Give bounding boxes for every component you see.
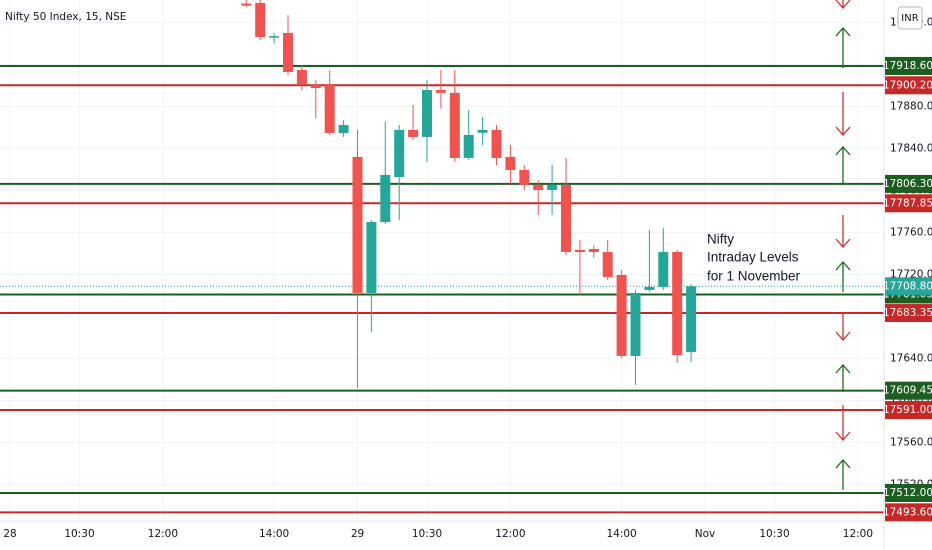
y-tick-label: 17640.00 <box>890 353 932 365</box>
candle-body <box>547 184 558 190</box>
up-arrow <box>835 27 851 68</box>
level-label: 17900.20 <box>883 79 932 91</box>
candle-body <box>616 274 627 356</box>
level-label-box <box>885 76 932 95</box>
currency[interactable]: INR <box>901 13 918 24</box>
last-price-label: 17708.80 <box>883 280 932 292</box>
annotation: Nifty <box>707 232 734 247</box>
candle-body <box>394 129 405 177</box>
candle-body <box>338 124 349 133</box>
down-arrow <box>835 215 851 248</box>
candle-body <box>686 286 697 352</box>
candle-body <box>269 36 280 38</box>
down-arrow <box>835 405 851 441</box>
x-tick-label: 12:00 <box>495 528 525 540</box>
candle-body <box>561 184 571 252</box>
down-arrow <box>835 0 851 9</box>
candle-body <box>533 184 544 190</box>
currency-box[interactable] <box>897 6 923 30</box>
x-tick-label: 28 <box>3 528 16 540</box>
down-arrow <box>835 312 851 341</box>
candle-body <box>435 90 446 93</box>
level-label: 17512.00 <box>883 487 932 499</box>
last-price-box <box>885 277 932 296</box>
level-label: 17591.00 <box>883 404 932 416</box>
level-label: 17787.85 <box>883 197 932 209</box>
candle-body <box>672 251 683 355</box>
x-tick-label: 10:30 <box>64 528 94 540</box>
x-tick-label: 14:00 <box>606 528 636 540</box>
candle-body <box>241 3 252 6</box>
candle-body <box>491 129 502 158</box>
level-label-box <box>885 194 932 213</box>
level-label-box <box>885 484 932 503</box>
y-tick-label: 17880.00 <box>890 100 932 112</box>
price-axis: 17520.0017560.0017600.0017640.0017680.00… <box>883 16 932 522</box>
level-label: 17683.35 <box>883 307 932 319</box>
candle-body <box>630 292 641 356</box>
candle-body <box>352 156 363 293</box>
candle-body <box>505 156 516 170</box>
x-tick-label: 29 <box>351 528 364 540</box>
candle-body <box>380 174 391 223</box>
y-tick-label: 17760.00 <box>890 227 932 239</box>
candle-body <box>283 32 293 72</box>
level-label: 17493.60 <box>883 506 932 518</box>
level-label-box <box>885 503 932 522</box>
x-tick-label: Nov <box>695 528 716 540</box>
x-tick-label: 12:00 <box>843 528 873 540</box>
candle-body <box>255 2 266 37</box>
up-arrow <box>835 261 851 292</box>
up-arrow <box>835 459 851 490</box>
candle-body <box>463 134 474 158</box>
candles <box>241 0 697 388</box>
candle-body <box>477 129 488 133</box>
x-tick-label: 10:30 <box>412 528 442 540</box>
level-label: 17806.30 <box>883 178 932 190</box>
y-tick-label: 17840.00 <box>890 143 932 155</box>
time-axis: 28 10:30 12:00 14:00 29 10:30 12:00 14:00 Nov 10:… <box>3 528 873 540</box>
candle-body <box>519 169 530 185</box>
candle-body <box>408 129 419 137</box>
up-arrow <box>835 146 851 185</box>
down-arrow <box>835 92 851 136</box>
x-tick-label: 12:00 <box>148 528 178 540</box>
level-label-box <box>885 401 932 420</box>
x-tick-label: 10:30 <box>759 528 789 540</box>
annotation: for 1 November <box>707 269 801 284</box>
grid <box>0 0 884 521</box>
up-arrow <box>835 364 851 392</box>
candle-body <box>422 90 432 137</box>
level-label: 17609.45 <box>883 385 932 397</box>
candle-body <box>366 222 377 293</box>
level-label-box <box>885 381 932 400</box>
arrows <box>835 0 851 490</box>
level-label-box <box>885 174 932 193</box>
candle-body <box>658 251 669 287</box>
level-label-box <box>885 304 932 323</box>
candle-body <box>324 84 335 133</box>
candle-body <box>602 251 613 277</box>
candle-body <box>449 92 460 158</box>
x-tick-label: 14:00 <box>259 528 289 540</box>
candle-body <box>574 249 585 252</box>
y-tick-label: 17560.00 <box>890 437 932 449</box>
candle-body <box>296 69 307 85</box>
level-lines <box>0 64 884 514</box>
candle-body <box>310 84 321 89</box>
candle-body <box>644 286 655 290</box>
annotation: Intraday Levels <box>707 250 799 265</box>
chart-title: Nifty 50 Index, 15, NSE <box>5 11 126 23</box>
level-label-box <box>885 56 932 75</box>
level-label: 17918.60 <box>883 60 932 72</box>
candle-body <box>588 249 599 252</box>
